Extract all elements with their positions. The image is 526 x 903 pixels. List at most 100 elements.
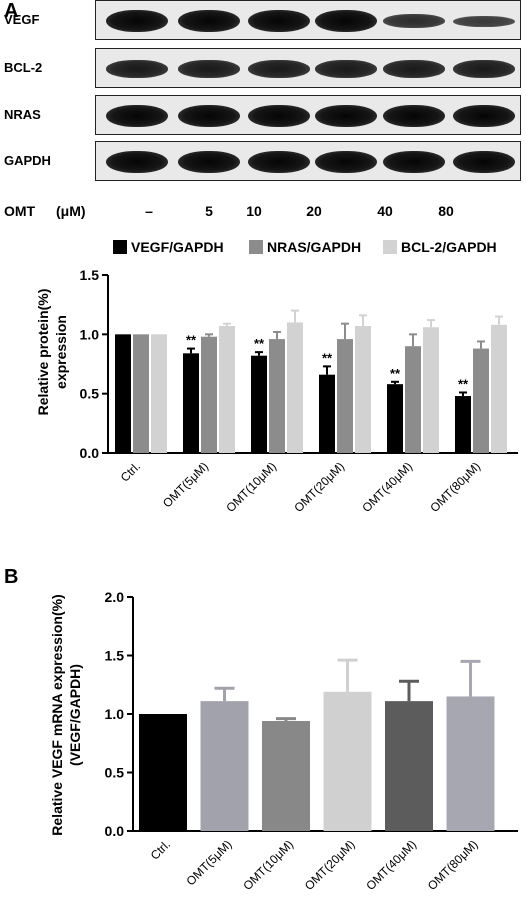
legend-swatch-bcl2 xyxy=(383,240,397,254)
chart-a-ylabel-line2: expression xyxy=(53,315,69,389)
y-tick-label: 1.0 xyxy=(105,706,125,722)
x-tick-label: OMT(40μM) xyxy=(363,837,419,893)
blot-band xyxy=(315,10,377,32)
bar xyxy=(287,322,303,453)
bar xyxy=(200,701,249,831)
legend-label-vegf: VEGF/GAPDH xyxy=(131,239,224,255)
vegf-mrna-chart: Relative VEGF mRNA expression(%) (VEGF/G… xyxy=(49,589,518,893)
y-tick-label: 1.5 xyxy=(80,267,100,283)
bar xyxy=(262,721,310,831)
blot-strip-vegf xyxy=(95,0,521,40)
bar xyxy=(491,324,507,453)
blot-band xyxy=(383,151,445,173)
bar xyxy=(446,696,495,831)
blot-band xyxy=(248,151,310,173)
chart-b-ylabel-line1: Relative VEGF mRNA expression(%) xyxy=(49,594,65,835)
bar xyxy=(385,701,433,831)
dose-label-5: 80 xyxy=(438,203,454,219)
treatment-label: OMT xyxy=(4,203,36,219)
blot-strip-gapdh xyxy=(95,141,521,181)
panel-a-letter: A xyxy=(4,0,19,22)
bar xyxy=(133,334,149,453)
blot-band xyxy=(178,151,240,173)
blot-label-bcl2: BCL-2 xyxy=(4,60,43,75)
y-tick-label: 0.0 xyxy=(80,445,100,461)
dose-label-2: 10 xyxy=(246,203,262,219)
blot-band xyxy=(248,60,310,78)
x-tick-label: OMT(20μM) xyxy=(302,837,358,893)
blot-strip-nras xyxy=(95,95,521,135)
blot-band xyxy=(453,15,515,27)
blot-label-gapdh: GAPDH xyxy=(4,153,51,168)
blot-band xyxy=(248,105,310,127)
bar xyxy=(151,334,167,453)
blot-band xyxy=(248,10,310,32)
significance-marker: ** xyxy=(186,333,197,348)
bar xyxy=(319,374,335,453)
x-tick-label: Ctrl. xyxy=(148,837,173,862)
blot-band xyxy=(178,60,240,78)
bar xyxy=(269,339,285,453)
blot-band xyxy=(106,105,168,127)
significance-marker: ** xyxy=(254,336,265,351)
blot-band xyxy=(453,151,515,173)
protein-expression-chart: VEGF/GAPDH NRAS/GAPDH BCL-2/GAPDH Relati… xyxy=(35,239,518,515)
x-tick-label: OMT(5μM) xyxy=(160,459,211,510)
x-tick-label: OMT(40μM) xyxy=(359,459,415,515)
legend-label-bcl2: BCL-2/GAPDH xyxy=(401,239,497,255)
blot-band xyxy=(453,60,515,78)
blot-band xyxy=(178,105,240,127)
y-tick-label: 0.0 xyxy=(105,823,125,839)
blot-band xyxy=(315,151,377,173)
y-tick-label: 0.5 xyxy=(80,386,100,402)
blot-band xyxy=(383,14,445,28)
dose-label-0: – xyxy=(145,203,153,219)
bar xyxy=(139,714,187,831)
legend-swatch-vegf xyxy=(113,240,127,254)
bar xyxy=(405,346,421,453)
bar xyxy=(323,691,372,831)
y-tick-label: 1.5 xyxy=(105,648,125,664)
x-tick-label: OMT(5μM) xyxy=(184,837,235,888)
bar xyxy=(387,384,403,453)
dose-label-1: 5 xyxy=(205,203,213,219)
bar xyxy=(337,339,353,453)
bar xyxy=(423,327,439,453)
x-tick-label: OMT(80μM) xyxy=(425,837,481,893)
blot-band xyxy=(106,151,168,173)
x-tick-label: Ctrl. xyxy=(118,459,143,484)
legend-label-nras: NRAS/GAPDH xyxy=(267,239,361,255)
bar xyxy=(201,336,217,453)
x-tick-label: OMT(20μM) xyxy=(291,459,347,515)
chart-a-legend: VEGF/GAPDH NRAS/GAPDH BCL-2/GAPDH xyxy=(113,239,497,255)
x-tick-label: OMT(10μM) xyxy=(223,459,279,515)
bar xyxy=(455,396,471,453)
dose-label-4: 40 xyxy=(377,203,393,219)
panel-b-letter: B xyxy=(4,566,19,588)
unit-label: (μM) xyxy=(56,203,86,219)
legend-swatch-nras xyxy=(249,240,263,254)
chart-a-ylabel-line1: Relative protein(%) xyxy=(35,289,51,416)
bar xyxy=(355,326,371,453)
blot-label-nras: NRAS xyxy=(4,107,41,122)
y-tick-label: 0.5 xyxy=(105,765,125,781)
chart-b-ylabel-line2: (VEGF/GAPDH) xyxy=(67,664,83,766)
x-tick-label: OMT(80μM) xyxy=(427,459,483,515)
blot-strip-bcl2 xyxy=(95,48,521,88)
x-tick-label: OMT(10μM) xyxy=(240,837,296,893)
significance-marker: ** xyxy=(458,376,469,391)
blot-band xyxy=(106,60,168,78)
blot-band xyxy=(453,105,515,127)
blot-band xyxy=(315,105,377,127)
y-tick-label: 2.0 xyxy=(105,589,125,605)
blot-band xyxy=(178,10,240,32)
y-tick-label: 1.0 xyxy=(80,326,100,342)
bar xyxy=(473,348,489,453)
significance-marker: ** xyxy=(322,350,333,365)
blot-band xyxy=(315,60,377,78)
bar xyxy=(115,334,131,453)
bar xyxy=(183,353,199,453)
significance-marker: ** xyxy=(390,366,401,381)
blot-band xyxy=(383,60,445,78)
blot-label-vegf: VEGF xyxy=(4,12,40,27)
